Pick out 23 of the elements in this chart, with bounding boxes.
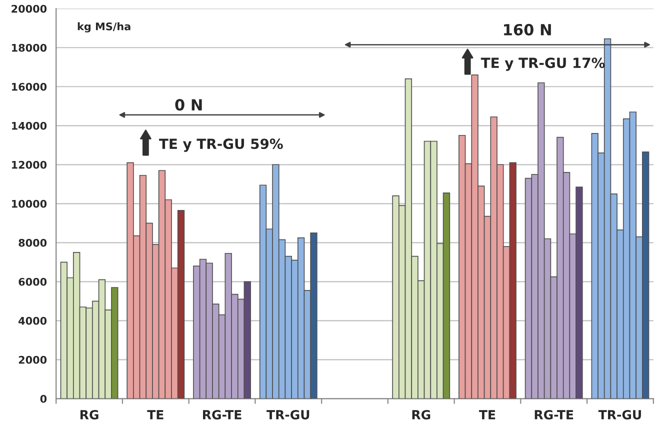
- y-tick-label: 14000: [12, 122, 47, 130]
- y-tick-label: 0: [40, 394, 47, 403]
- x-tick-label: RG-TE: [203, 410, 242, 420]
- annotation: 160 N: [504, 24, 551, 36]
- y-tick-label: 10000: [12, 200, 47, 208]
- y-tick-label: 16000: [12, 82, 47, 91]
- x-tick-label: TE: [147, 410, 164, 420]
- y-tick-label: 6000: [18, 278, 47, 286]
- x-tick-label: TR-GU: [598, 410, 641, 420]
- y-tick-label: 2000: [18, 356, 47, 364]
- y-tick-label: 20000: [12, 4, 47, 13]
- y-tick-label: 12000: [12, 160, 47, 169]
- x-tick-label: RG: [412, 410, 430, 420]
- x-tick-label: TE: [479, 410, 496, 420]
- x-tick-label: RG-TE: [534, 410, 574, 420]
- x-tick-label: TR-GU: [266, 410, 310, 420]
- y-tick-label: 4000: [18, 316, 47, 325]
- y-tick-label: 8000: [18, 238, 47, 247]
- y-axis-title: kg MS/ha: [78, 22, 130, 32]
- y-tick-label: 18000: [12, 44, 47, 52]
- annotation: TE y TR-GU 59%: [159, 138, 283, 152]
- x-tick-label: RG: [80, 410, 98, 420]
- annotation: 0 N: [175, 99, 202, 111]
